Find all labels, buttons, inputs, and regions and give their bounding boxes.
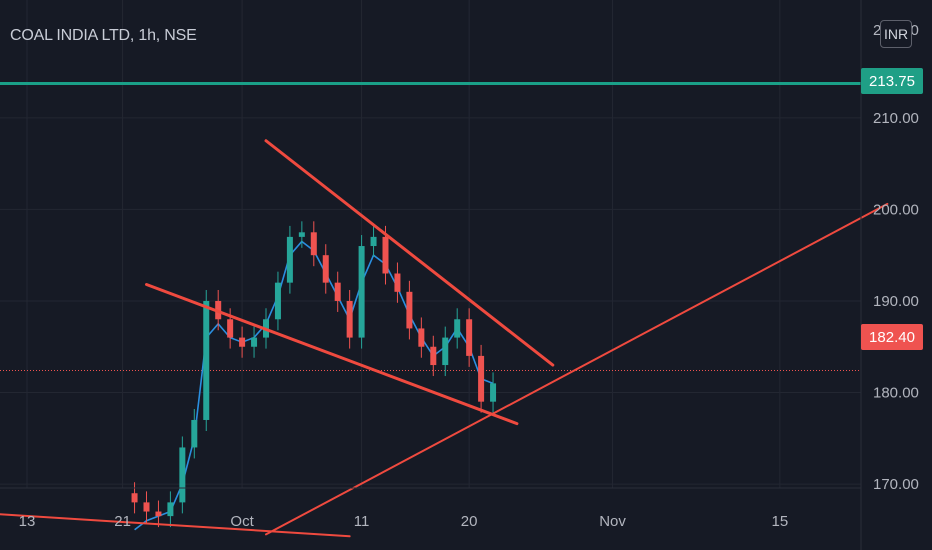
- currency-button[interactable]: INR: [880, 20, 912, 48]
- x-tick-label: 21: [114, 513, 131, 530]
- candle-body: [346, 300, 353, 338]
- candle-body: [394, 273, 401, 292]
- trendline-upper-wedge: [264, 139, 555, 367]
- grid: [0, 0, 861, 488]
- candle-body: [430, 346, 437, 366]
- candle-body: [418, 328, 425, 347]
- candle-body: [334, 282, 341, 301]
- trendlines: [0, 139, 889, 538]
- x-tick-label: 13: [19, 513, 36, 530]
- candles: [131, 221, 497, 528]
- candle-body: [358, 246, 365, 338]
- y-tick-label: 180.00: [873, 385, 919, 402]
- candle-body: [454, 319, 461, 338]
- y-tick-label: 210.00: [873, 110, 919, 127]
- y-tick-label: 190.00: [873, 293, 919, 310]
- y-tick-label: 170.00: [873, 476, 919, 493]
- candle-body: [466, 319, 473, 356]
- x-tick-label: Nov: [599, 513, 626, 530]
- candle-body: [274, 282, 281, 320]
- chart-lines: [0, 82, 861, 531]
- candle-body: [155, 511, 162, 517]
- candle-body: [227, 319, 234, 338]
- candle-body: [382, 236, 389, 274]
- y-tick-label: 200.00: [873, 201, 919, 218]
- candle-body: [143, 502, 150, 512]
- x-tick-label: 20: [461, 513, 478, 530]
- candle-body: [131, 493, 138, 503]
- x-tick-label: 11: [354, 513, 370, 530]
- x-axis: 13 21 Oct 11 20 Nov 15: [19, 513, 789, 530]
- candle-body: [239, 337, 246, 347]
- trendline-rising-support: [265, 202, 889, 536]
- candle-body: [251, 337, 258, 347]
- candle-body: [298, 232, 305, 237]
- candle-body: [490, 383, 497, 402]
- trendline-old-support: [0, 513, 351, 538]
- level-price-tag: 213.75: [861, 68, 923, 94]
- candle-body: [370, 236, 377, 247]
- x-tick-label: 15: [772, 513, 789, 530]
- symbol-title[interactable]: COAL INDIA LTD, 1h, NSE: [10, 27, 197, 44]
- candle-body: [322, 255, 329, 283]
- candle-body: [179, 447, 186, 503]
- candle-body: [310, 232, 317, 256]
- candle-body: [286, 236, 293, 283]
- y-axis: 210.00 200.00 190.00 180.00 170.00: [873, 110, 919, 493]
- candle-body: [478, 355, 485, 402]
- candle-body: [167, 502, 174, 517]
- candle-body: [203, 300, 210, 420]
- moving-average-line: [134, 240, 494, 531]
- last-price-tag: 182.40: [861, 324, 923, 350]
- candle-body: [406, 291, 413, 329]
- trendline-lower-wedge: [145, 282, 519, 426]
- candle-body: [191, 419, 198, 448]
- candle-body: [442, 337, 449, 366]
- x-tick-label: Oct: [230, 513, 254, 530]
